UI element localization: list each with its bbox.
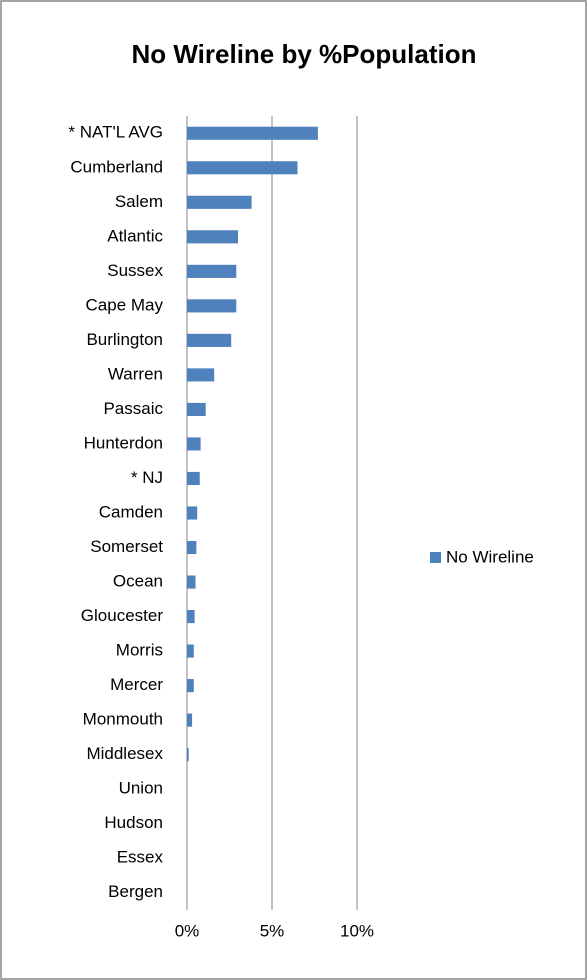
bar bbox=[187, 713, 193, 727]
bar bbox=[187, 471, 200, 486]
bar bbox=[187, 437, 201, 451]
y-tick-label: Union bbox=[119, 779, 163, 798]
y-tick-label: * NJ bbox=[131, 468, 163, 487]
bar bbox=[187, 644, 194, 658]
y-tick-label: * NAT'L AVG bbox=[68, 123, 163, 142]
bar bbox=[187, 610, 195, 624]
legend-swatch bbox=[430, 552, 441, 563]
y-tick-label: Essex bbox=[117, 848, 164, 867]
y-tick-label: Bergen bbox=[108, 882, 163, 901]
x-tick-label: 10% bbox=[340, 921, 374, 940]
y-tick-label: Morris bbox=[116, 641, 163, 660]
bar bbox=[187, 679, 194, 693]
bar bbox=[187, 368, 215, 382]
y-tick-label: Middlesex bbox=[86, 744, 163, 763]
bar bbox=[187, 402, 206, 416]
x-tick-label: 5% bbox=[260, 921, 285, 940]
y-tick-label: Salem bbox=[115, 192, 163, 211]
bar bbox=[187, 230, 238, 244]
y-tick-label: Ocean bbox=[113, 572, 163, 591]
bar bbox=[187, 299, 237, 313]
y-tick-label: Passaic bbox=[103, 399, 163, 418]
bar bbox=[187, 575, 196, 589]
bar bbox=[187, 540, 197, 555]
bar bbox=[187, 161, 298, 175]
chart-title: No Wireline by %Population bbox=[131, 39, 476, 69]
bar bbox=[187, 195, 252, 209]
y-tick-label: Hudson bbox=[104, 813, 163, 832]
y-tick-label: Cape May bbox=[86, 295, 164, 314]
bar bbox=[187, 333, 232, 347]
y-tick-label: Atlantic bbox=[107, 226, 163, 245]
y-tick-label: Camden bbox=[99, 502, 163, 521]
y-tick-label: Cumberland bbox=[70, 157, 163, 176]
bar bbox=[187, 126, 318, 140]
bar bbox=[187, 506, 198, 520]
y-tick-label: Hunterdon bbox=[84, 433, 163, 452]
x-tick-label: 0% bbox=[175, 921, 200, 940]
y-tick-label: Somerset bbox=[90, 537, 163, 556]
legend-label: No Wireline bbox=[446, 547, 534, 566]
y-tick-label: Gloucester bbox=[81, 606, 164, 625]
bar bbox=[187, 748, 189, 762]
bar bbox=[187, 264, 237, 278]
y-tick-label: Warren bbox=[108, 364, 163, 383]
y-tick-label: Monmouth bbox=[83, 710, 163, 729]
y-tick-label: Sussex bbox=[107, 261, 163, 280]
y-tick-label: Mercer bbox=[110, 675, 163, 694]
y-tick-label: Burlington bbox=[86, 330, 163, 349]
